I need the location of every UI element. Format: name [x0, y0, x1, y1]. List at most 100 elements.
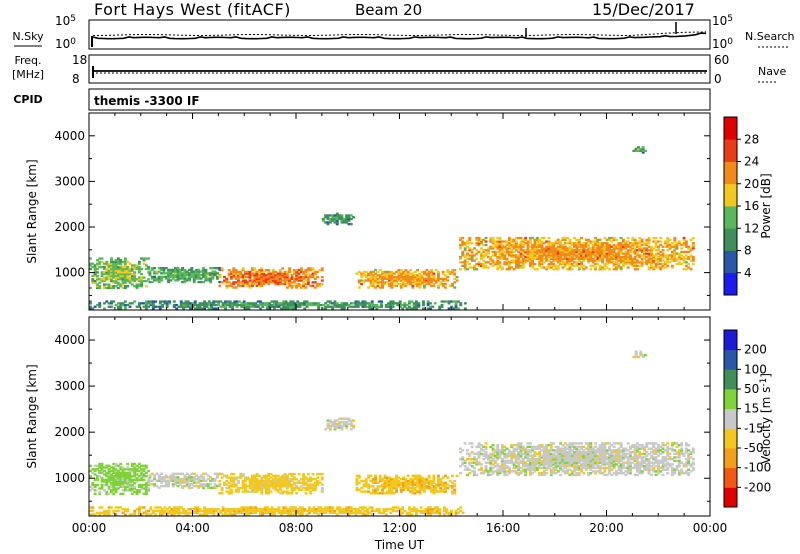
power-cell — [204, 274, 208, 277]
vel-cell — [385, 479, 389, 483]
power-cell — [311, 276, 315, 279]
power-cell — [531, 252, 535, 255]
vel-cell — [475, 452, 479, 456]
power-cell — [165, 305, 169, 308]
power-cell — [192, 274, 196, 277]
power-cell — [505, 242, 509, 245]
power-cell — [673, 236, 677, 240]
power-cell — [603, 249, 607, 252]
vel-cell — [528, 449, 532, 452]
vel-cell — [589, 454, 593, 457]
power-cell — [535, 250, 539, 254]
power-cell — [521, 240, 525, 243]
power-cell — [297, 269, 301, 272]
vel-cell — [489, 452, 493, 456]
vel-cell — [130, 464, 134, 467]
power-cell — [123, 305, 127, 308]
power-cell — [299, 277, 303, 280]
power-cell — [549, 242, 553, 245]
power-cell — [133, 285, 137, 288]
vel-cell — [563, 454, 567, 457]
power-cell — [406, 270, 410, 274]
power-cell — [452, 300, 456, 303]
power-cell — [598, 257, 602, 260]
power-cell — [491, 240, 495, 243]
vel-cell — [269, 490, 273, 493]
power-cell — [577, 250, 581, 254]
vel-cell — [140, 468, 144, 471]
power-cell — [116, 259, 120, 262]
vel-cell — [98, 466, 102, 469]
power-cell — [232, 270, 236, 274]
power-cell — [505, 240, 509, 243]
power-cell — [96, 283, 99, 286]
power-cell — [540, 259, 544, 262]
power-cell — [186, 305, 190, 308]
power-cell — [158, 300, 162, 303]
power-cell — [439, 282, 443, 286]
power-cell — [493, 245, 497, 248]
power-cell — [496, 262, 500, 266]
vel-cell — [596, 447, 600, 450]
power-cell — [459, 257, 462, 260]
power-cell — [93, 266, 97, 269]
power-cell — [151, 305, 155, 308]
power-cell — [459, 261, 462, 264]
vel-cell — [608, 466, 611, 470]
power-cell — [512, 238, 516, 241]
vel-cell — [598, 461, 602, 464]
power-cell — [505, 250, 509, 254]
vel-cell — [199, 474, 203, 477]
power-cell — [545, 257, 549, 260]
vel-cell — [155, 479, 159, 482]
vel-cell — [631, 461, 635, 464]
vel-cell — [140, 487, 144, 490]
vel-cell — [213, 477, 217, 481]
power-cell — [116, 305, 120, 308]
vel-cell — [285, 492, 289, 495]
power-cell — [387, 302, 390, 305]
power-cell — [535, 247, 539, 250]
power-cell — [475, 268, 479, 271]
power-cell — [498, 254, 502, 257]
power-cell — [657, 257, 660, 260]
power-cell — [413, 281, 417, 284]
power-cell — [197, 268, 201, 272]
vel-cell — [608, 470, 611, 473]
power-cell — [338, 216, 342, 219]
power-cell — [384, 305, 388, 308]
vel-cell — [484, 470, 488, 473]
vel-cell — [629, 445, 632, 449]
power-cell — [517, 259, 521, 262]
power-cell — [292, 279, 296, 282]
power-cell — [232, 282, 236, 286]
vel-cell — [328, 421, 332, 424]
vel-cell — [244, 478, 247, 481]
vel-cell — [570, 456, 574, 459]
power-cell — [133, 276, 137, 279]
vel-cell — [507, 452, 511, 456]
power-cell — [321, 217, 325, 221]
nsearch-trace — [93, 31, 707, 36]
power-cell — [144, 305, 148, 308]
power-cell — [422, 303, 425, 307]
power-cell — [475, 249, 479, 252]
vel-cell — [144, 492, 148, 495]
power-cell — [640, 247, 644, 250]
power-cell — [282, 300, 286, 303]
vel-cell — [556, 456, 560, 459]
power-cell — [666, 256, 670, 259]
power-cell — [89, 264, 92, 267]
vel-cell — [423, 490, 426, 493]
vel-cell — [135, 468, 139, 471]
power-cell — [340, 307, 344, 310]
power-cell — [281, 276, 285, 279]
vel-cell — [199, 484, 203, 488]
power-ytick-label: 4000 — [54, 129, 85, 143]
vel-cell — [96, 475, 99, 478]
power-cell — [680, 247, 684, 250]
vel-cell — [128, 469, 132, 473]
vel-cell — [183, 484, 187, 488]
power-cell — [103, 273, 106, 276]
power-cell — [626, 240, 630, 243]
